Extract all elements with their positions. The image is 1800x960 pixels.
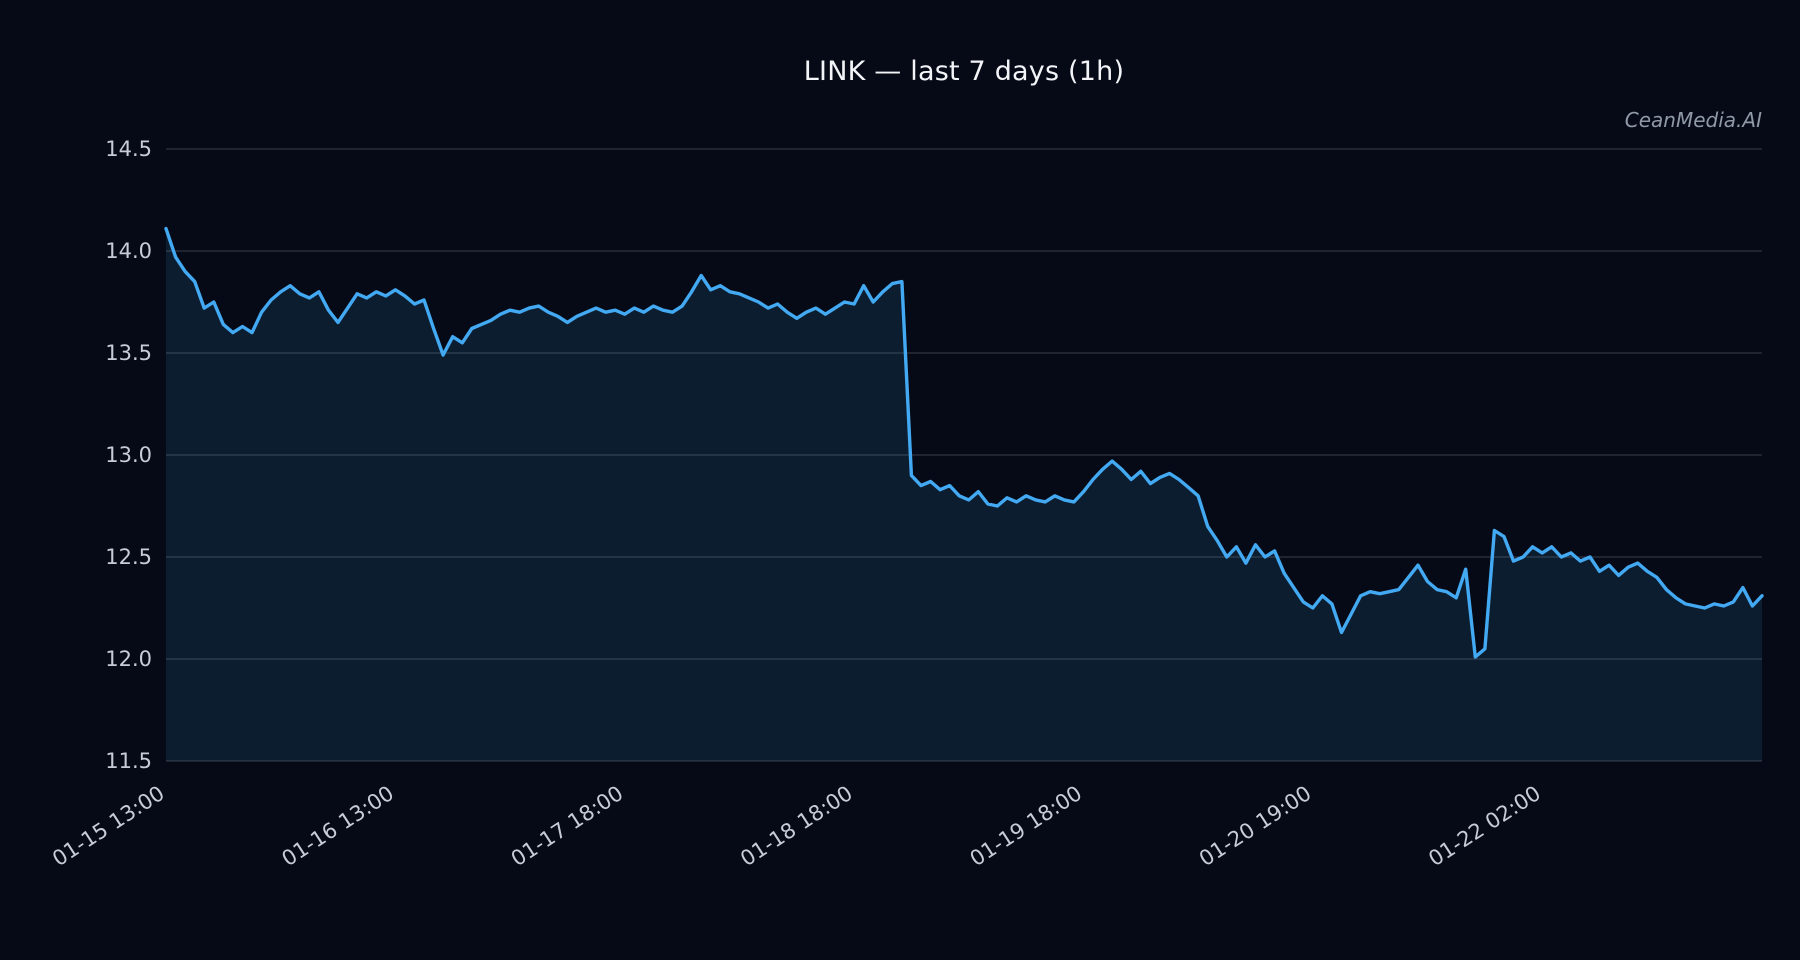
price-line	[164, 226, 1764, 659]
price-area-fill	[166, 228, 1762, 762]
chart-title: LINK — last 7 days (1h)	[803, 56, 1125, 87]
x-tick-label: 01-20 19:00	[1195, 781, 1316, 871]
y-tick-label: 11.5	[105, 749, 152, 773]
y-tick-label: 12.0	[105, 647, 152, 671]
x-tick-label: 01-16 13:00	[278, 781, 399, 871]
x-tick-label: 01-19 18:00	[966, 781, 1087, 871]
x-tick-label: 01-22 02:00	[1424, 781, 1545, 871]
x-tick-label: 01-15 13:00	[48, 781, 169, 871]
watermark-label: CeanMedia.AI	[1624, 108, 1762, 132]
y-tick-label: 13.0	[105, 443, 152, 467]
y-tick-label: 14.0	[105, 239, 152, 263]
x-tick-label: 01-17 18:00	[507, 781, 628, 871]
x-tick-label: 01-18 18:00	[736, 781, 857, 871]
y-tick-label: 13.5	[105, 341, 152, 365]
y-tick-label: 14.5	[105, 137, 152, 161]
y-tick-label: 12.5	[105, 545, 152, 569]
